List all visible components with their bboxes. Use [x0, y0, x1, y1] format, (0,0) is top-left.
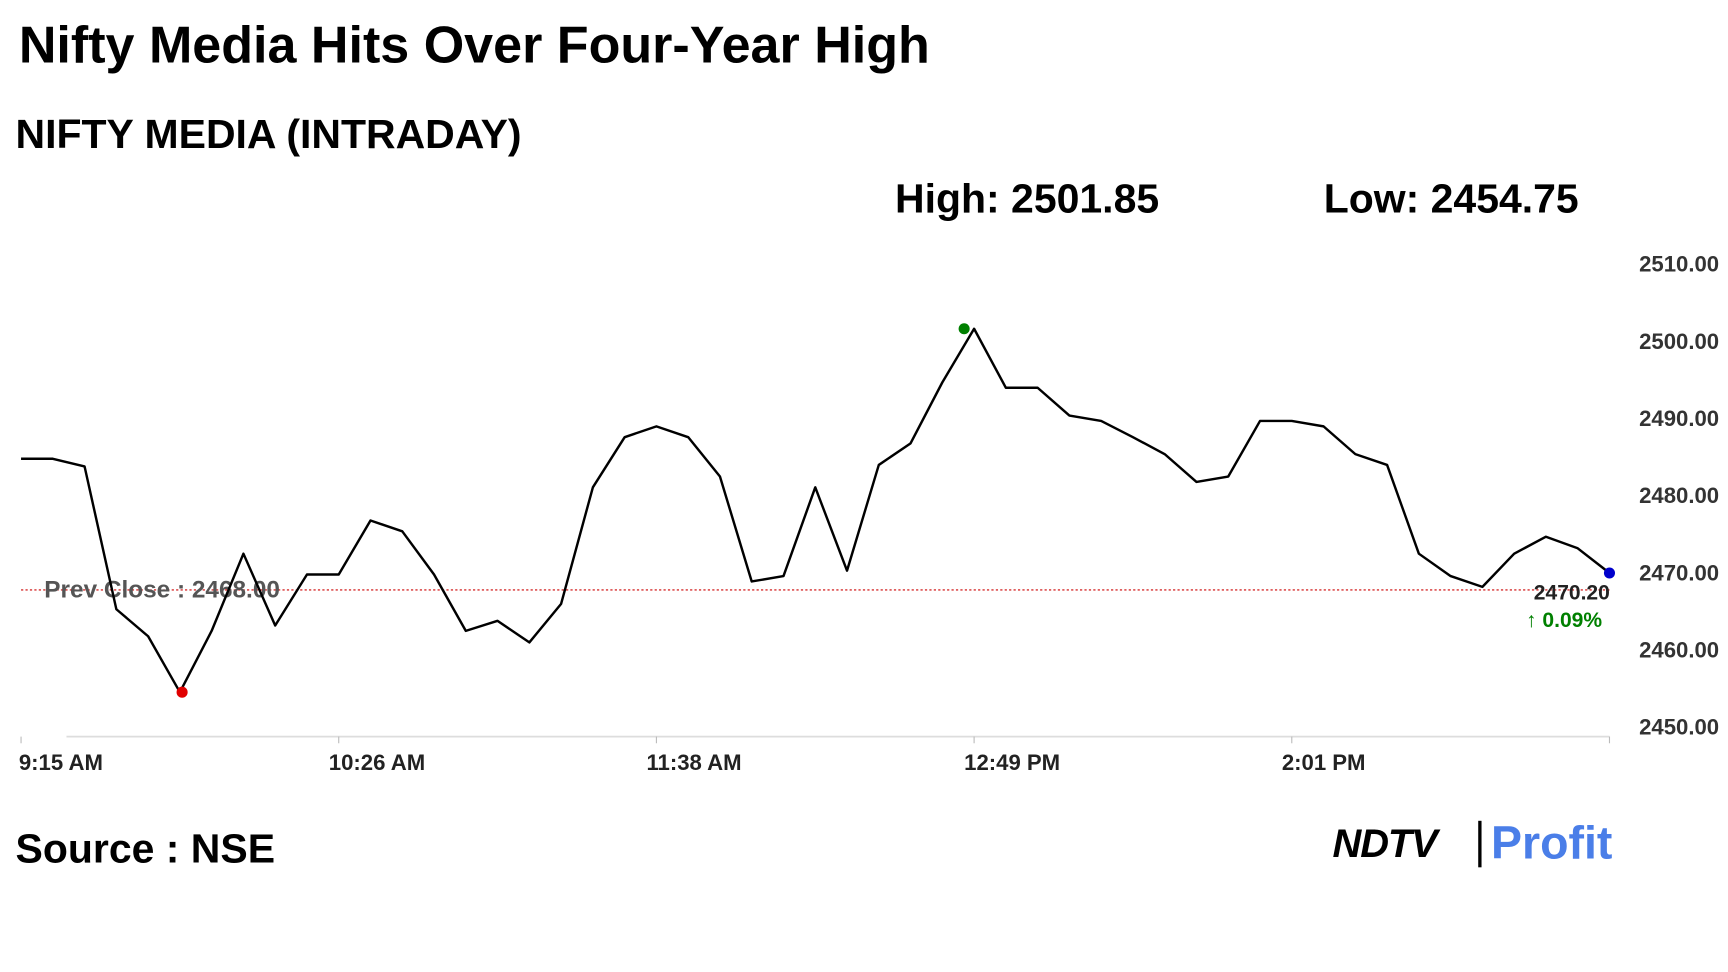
logo-ndtv: NDTV	[1333, 822, 1442, 866]
y-tick-label: 2460.00	[1639, 638, 1719, 663]
y-tick-label: 2470.00	[1639, 560, 1719, 585]
x-tick-label: 2:01 PM	[1282, 750, 1366, 775]
last-value-label: 2470.20	[1534, 582, 1610, 605]
chart-title: Nifty Media Hits Over Four-Year High	[19, 16, 930, 74]
y-tick-label: 2500.00	[1639, 329, 1719, 354]
last-point	[1603, 567, 1616, 579]
low-label: Low: 2454.75	[1324, 175, 1579, 221]
price-line	[21, 327, 1611, 694]
reference-label: Prev Close : 2468.00	[44, 577, 280, 604]
x-tick-label: 10:26 AM	[329, 750, 425, 775]
change-label: ↑ 0.09%	[1526, 609, 1602, 632]
x-tick-label: 9:15 AM	[19, 750, 103, 775]
y-tick-label: 2450.00	[1639, 715, 1719, 740]
source: Source : NSE	[16, 826, 276, 872]
chart-subtitle: NIFTY MEDIA (INTRADAY)	[16, 111, 522, 157]
x-tick-label: 12:49 PM	[964, 750, 1060, 775]
high-label: High: 2501.85	[895, 175, 1159, 221]
x-tick-label: 11:38 AM	[646, 750, 741, 775]
high-point	[958, 323, 970, 335]
y-tick-label: 2490.00	[1639, 406, 1719, 431]
y-tick-label: 2480.00	[1639, 483, 1719, 508]
logo-profit: Profit	[1491, 817, 1612, 869]
y-tick-label: 2510.00	[1639, 252, 1719, 277]
low-point	[176, 686, 188, 698]
